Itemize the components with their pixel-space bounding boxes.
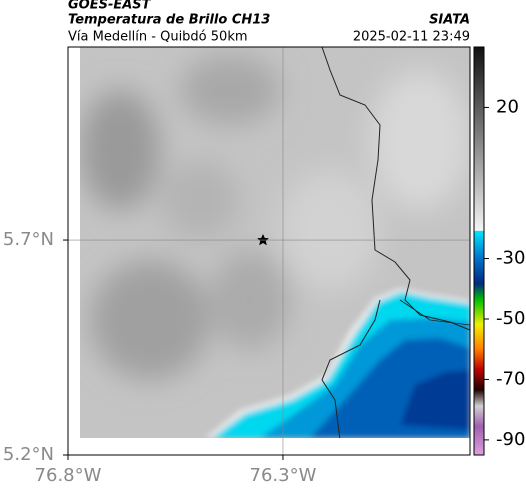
y-tick-label: 5.7°N xyxy=(3,229,54,250)
colorbar-tick-label: -70 xyxy=(496,368,525,389)
y-tick-label: 5.2°N xyxy=(3,444,54,465)
station-marker xyxy=(257,234,269,246)
x-tick-label: 76.3°W xyxy=(250,465,317,486)
colorbar xyxy=(473,46,485,456)
colorbar-tick-label: -30 xyxy=(496,248,525,269)
product: Temperatura de Brillo CH13 xyxy=(68,13,270,28)
colorbar-tick-label: 20 xyxy=(496,96,519,117)
agency: SIATA xyxy=(429,13,470,28)
x-tick-label: 76.8°W xyxy=(35,465,102,486)
map-frame xyxy=(67,46,471,456)
colorbar-tick-label: -90 xyxy=(496,429,525,450)
timestamp: 2025-02-11 23:49 xyxy=(353,30,470,45)
location: Vía Medellín - Quibdó 50km xyxy=(68,30,248,45)
colorbar-tick-label: -50 xyxy=(496,308,525,329)
imagery xyxy=(80,47,470,438)
satellite: GOES-EAST xyxy=(68,0,152,13)
